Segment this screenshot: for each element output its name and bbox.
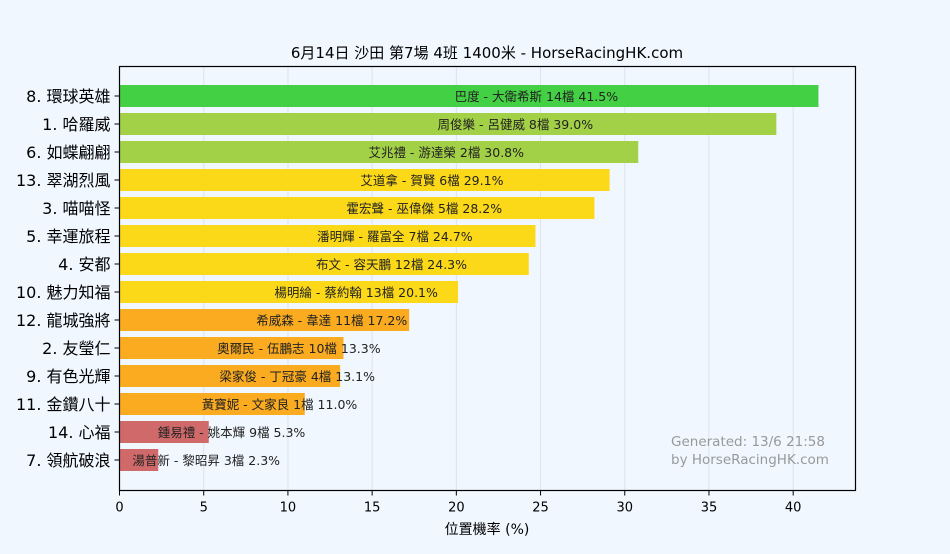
chart-title: 6月14日 沙田 第7場 4班 1400米 - HorseRacingHK.co…: [291, 44, 683, 62]
y-tick-label: 10. 魅力知福: [16, 283, 111, 302]
x-tick-label: 15: [364, 501, 381, 516]
bar: [119, 225, 536, 247]
bar: [119, 309, 410, 331]
x-axis-label: 位置機率 (%): [445, 521, 530, 538]
y-tick-label: 12. 龍城強將: [16, 311, 111, 330]
bar: [119, 421, 209, 443]
bar-label: 梁家俊 - 丁冠豪 4檔 13.1%: [219, 369, 375, 384]
bar: [119, 393, 305, 415]
x-tick-label: 20: [448, 501, 465, 516]
bar-label: 希威森 - 韋達 11檔 17.2%: [256, 313, 407, 328]
y-tick-label: 7. 領航破浪: [26, 451, 110, 470]
plot-frame: [118, 65, 857, 492]
x-tick-label: 5: [200, 501, 208, 516]
y-tick-label: 13. 翠湖烈風: [16, 171, 111, 190]
y-tick-label: 14. 心福: [48, 423, 111, 442]
bar-label: 霍宏聲 - 巫偉傑 5檔 28.2%: [347, 201, 503, 216]
x-tick-label: 10: [280, 501, 297, 516]
bar-label: 潘明輝 - 羅富全 7檔 24.7%: [317, 229, 473, 244]
bar: [119, 253, 529, 275]
y-tick-label: 5. 幸運旅程: [26, 227, 110, 246]
generated-annotation: Generated: 13/6 21:58: [671, 434, 825, 450]
bar-label: 楊明綸 - 蔡約翰 13檔 20.1%: [274, 285, 438, 300]
y-tick-label: 1. 哈羅威: [42, 115, 110, 134]
bar-label: 艾道拿 - 賀賢 6檔 29.1%: [360, 173, 503, 188]
bar-label: 湯普新 - 黎昭昇 3檔 2.3%: [132, 453, 280, 468]
bar: [119, 449, 159, 471]
bar: [119, 365, 341, 387]
y-tick-label: 2. 友瑩仁: [42, 339, 110, 358]
x-tick-label: 35: [701, 501, 718, 516]
y-tick-label: 6. 如蝶翩翩: [26, 143, 110, 162]
y-tick-label: 8. 環球英雄: [26, 87, 110, 106]
x-tick-label: 30: [616, 501, 633, 516]
y-tick-label: 9. 有色光輝: [26, 367, 110, 386]
x-tick-label: 0: [115, 501, 123, 516]
bar-label: 黃寶妮 - 文家良 1檔 11.0%: [202, 397, 358, 412]
bar-label: 巴度 - 大衛希斯 14檔 41.5%: [455, 89, 619, 104]
bar-label: 鍾易禮 - 姚本輝 9檔 5.3%: [158, 425, 306, 440]
bar-label: 布文 - 容天鵬 12檔 24.3%: [316, 257, 467, 272]
source-annotation: by HorseRacingHK.com: [671, 452, 829, 468]
x-tick-label: 40: [785, 501, 802, 516]
bar: [119, 337, 344, 359]
x-tick-label: 25: [532, 501, 549, 516]
bar-label: 奧爾民 - 伍鵬志 10檔 13.3%: [217, 341, 381, 356]
bar: [119, 197, 595, 219]
bar-label: 艾兆禮 - 游達榮 2檔 30.8%: [368, 145, 524, 160]
bar: [119, 85, 819, 107]
bar: [119, 281, 459, 303]
bar: [119, 169, 610, 191]
y-tick-label: 11. 金鑽八十: [16, 395, 111, 414]
bar: [119, 141, 639, 163]
y-tick-label: 4. 安都: [58, 255, 110, 274]
y-tick-label: 3. 喵喵怪: [42, 199, 110, 218]
bar-label: 周俊樂 - 呂健威 8檔 39.0%: [438, 117, 594, 132]
bar: [119, 113, 777, 135]
